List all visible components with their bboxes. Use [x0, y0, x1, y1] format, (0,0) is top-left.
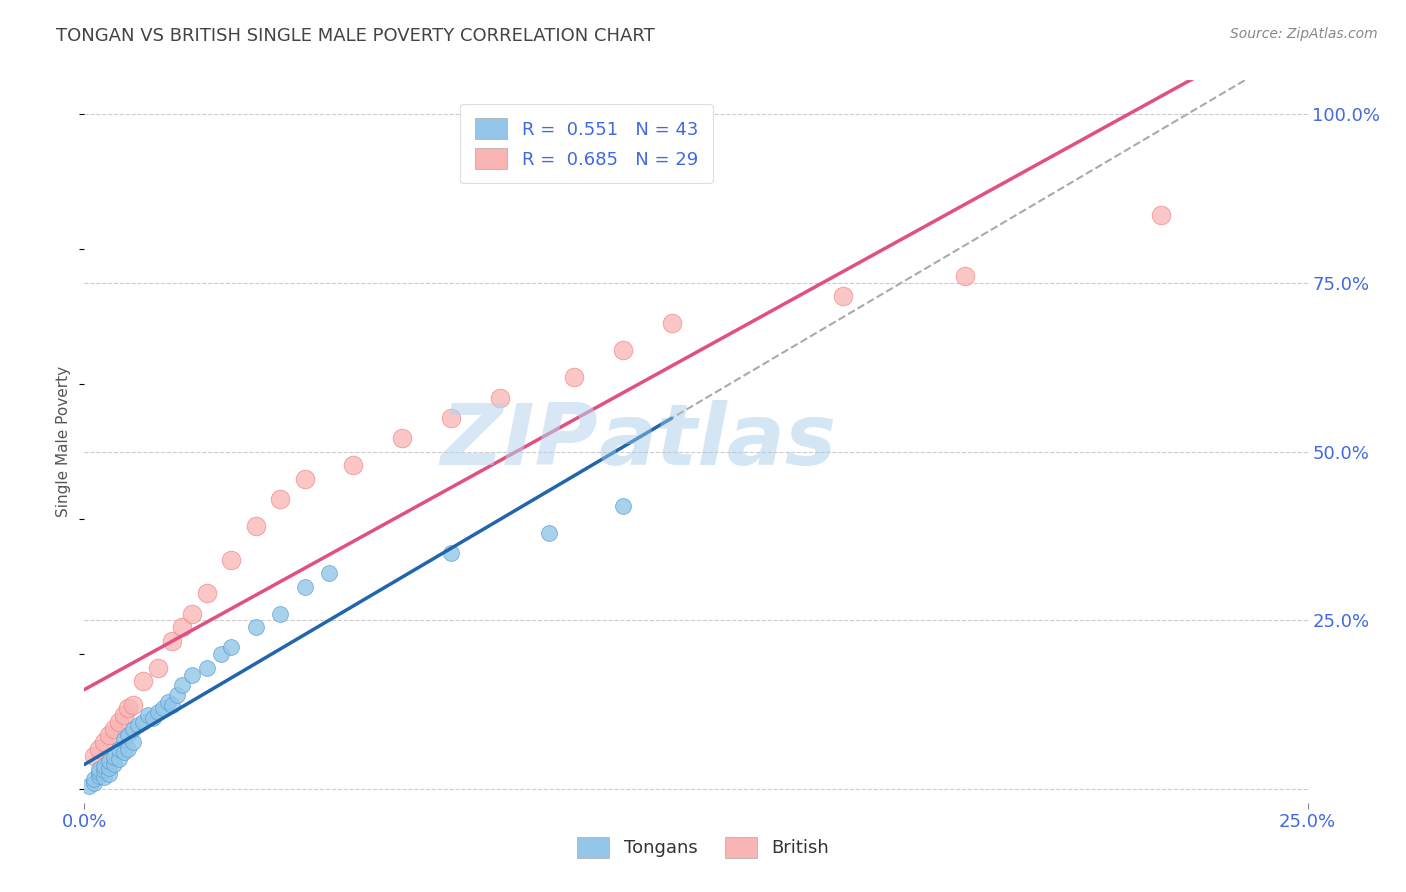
- Point: [146, 661, 169, 675]
- Point: [107, 741, 129, 756]
- Text: ZIP: ZIP: [440, 400, 598, 483]
- Point: [245, 620, 267, 634]
- Point: [269, 607, 291, 621]
- Point: [77, 779, 100, 793]
- Point: [342, 458, 364, 472]
- Legend: Tongans, British: Tongans, British: [569, 830, 837, 865]
- Point: [181, 667, 204, 681]
- Point: [162, 698, 184, 712]
- Point: [112, 731, 135, 746]
- Point: [93, 770, 115, 784]
- Point: [172, 678, 194, 692]
- Point: [87, 769, 110, 783]
- Point: [195, 661, 218, 675]
- Point: [953, 269, 976, 284]
- Point: [294, 580, 316, 594]
- Point: [136, 708, 159, 723]
- Point: [146, 705, 169, 719]
- Point: [318, 566, 340, 581]
- Text: TONGAN VS BRITISH SINGLE MALE POVERTY CORRELATION CHART: TONGAN VS BRITISH SINGLE MALE POVERTY CO…: [56, 27, 655, 45]
- Point: [156, 694, 179, 708]
- Point: [83, 775, 105, 789]
- Point: [195, 586, 218, 600]
- Point: [93, 758, 115, 772]
- Point: [112, 745, 135, 759]
- Point: [440, 546, 463, 560]
- Point: [152, 701, 174, 715]
- Point: [93, 735, 115, 749]
- Point: [127, 718, 149, 732]
- Point: [440, 411, 463, 425]
- Point: [83, 772, 105, 787]
- Point: [245, 519, 267, 533]
- Point: [612, 499, 634, 513]
- Point: [294, 472, 316, 486]
- Point: [122, 735, 145, 749]
- Point: [538, 525, 561, 540]
- Point: [489, 391, 512, 405]
- Legend: R =  0.551   N = 43, R =  0.685   N = 29: R = 0.551 N = 43, R = 0.685 N = 29: [460, 103, 713, 184]
- Point: [391, 431, 413, 445]
- Point: [1150, 208, 1173, 222]
- Point: [132, 674, 155, 689]
- Point: [117, 741, 139, 756]
- Point: [83, 748, 105, 763]
- Point: [166, 688, 188, 702]
- Point: [107, 752, 129, 766]
- Point: [219, 552, 242, 566]
- Point: [831, 289, 853, 303]
- Text: atlas: atlas: [598, 400, 837, 483]
- Point: [87, 762, 110, 776]
- Point: [97, 761, 120, 775]
- Point: [132, 714, 155, 729]
- Point: [117, 701, 139, 715]
- Point: [209, 647, 232, 661]
- Y-axis label: Single Male Poverty: Single Male Poverty: [56, 366, 72, 517]
- Point: [122, 722, 145, 736]
- Point: [219, 640, 242, 655]
- Point: [562, 370, 585, 384]
- Point: [107, 714, 129, 729]
- Text: Source: ZipAtlas.com: Source: ZipAtlas.com: [1230, 27, 1378, 41]
- Point: [97, 754, 120, 768]
- Point: [97, 767, 120, 781]
- Point: [162, 633, 184, 648]
- Point: [97, 728, 120, 742]
- Point: [661, 317, 683, 331]
- Point: [117, 728, 139, 742]
- Point: [93, 764, 115, 778]
- Point: [181, 607, 204, 621]
- Point: [269, 491, 291, 506]
- Point: [142, 711, 165, 725]
- Point: [103, 756, 125, 771]
- Point: [172, 620, 194, 634]
- Point: [112, 708, 135, 723]
- Point: [122, 698, 145, 712]
- Point: [612, 343, 634, 358]
- Point: [87, 765, 110, 780]
- Point: [103, 722, 125, 736]
- Point: [87, 741, 110, 756]
- Point: [103, 750, 125, 764]
